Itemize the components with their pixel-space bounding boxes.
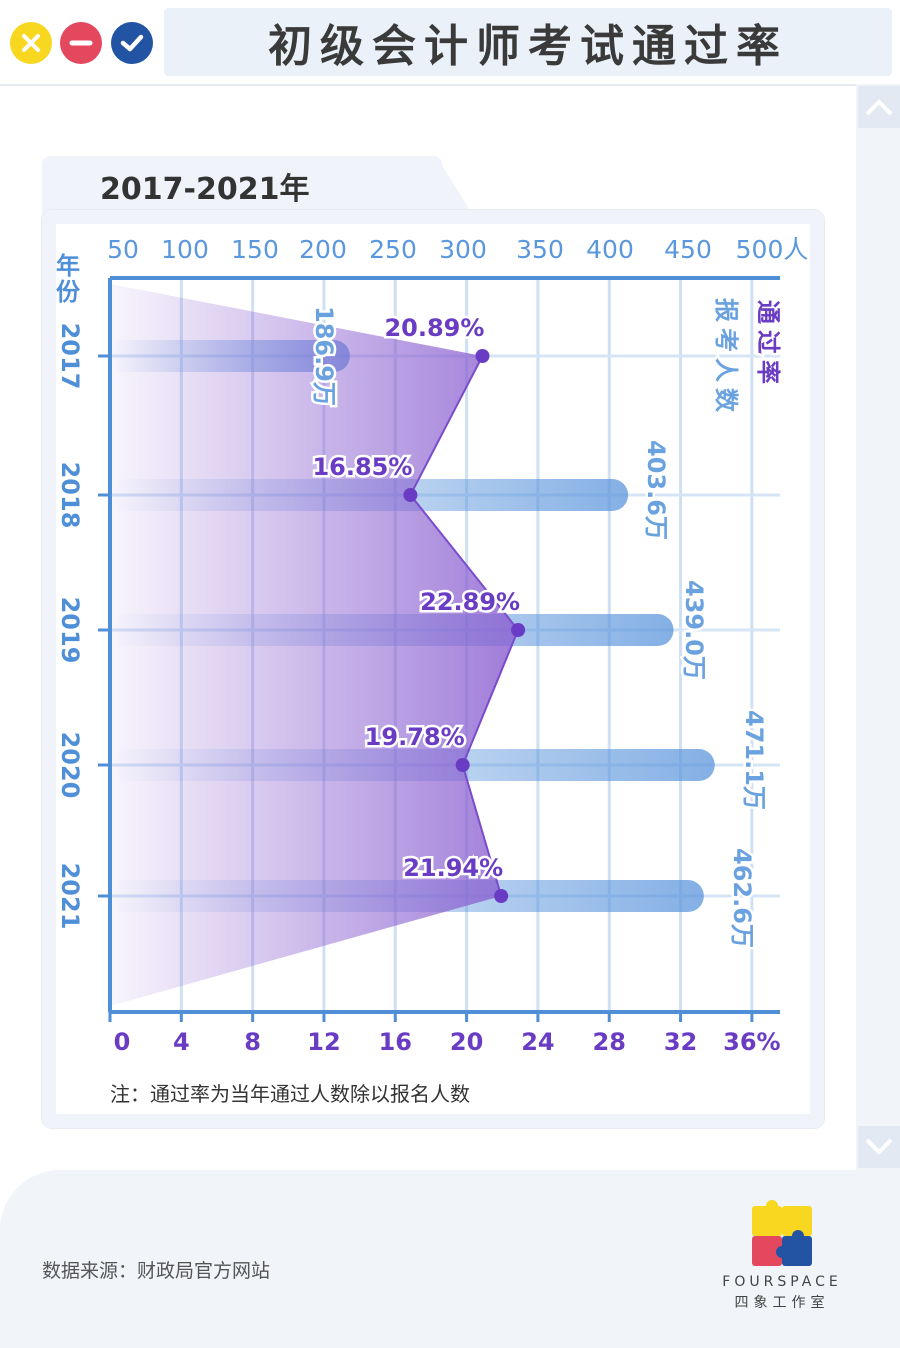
legend-registrants: 考: [712, 328, 740, 352]
scrollbar-track[interactable]: [856, 84, 900, 1170]
pass-rate-point: [403, 488, 418, 502]
pass-rate-label: 21.94%: [403, 854, 503, 882]
scroll-up-icon[interactable]: [858, 86, 900, 128]
top-tick-label: 50: [107, 235, 139, 264]
pass-rate-label: 20.89%: [384, 314, 484, 342]
page-title: 初级会计师考试通过率: [268, 21, 788, 72]
close-icon[interactable]: [10, 22, 52, 64]
title-bar: 初级会计师考试通过率: [0, 0, 900, 86]
registrants-label: 186.9万: [310, 306, 338, 406]
pass-rate-point: [494, 889, 509, 903]
top-tick-label: 400: [586, 235, 634, 264]
minimize-icon[interactable]: [60, 22, 102, 64]
y-axis-label: 份: [56, 278, 81, 306]
chart-subtitle: 2017-2021年: [100, 172, 310, 207]
footer: [0, 1170, 900, 1348]
pass-rate-point: [475, 349, 490, 363]
legend-pass-rate: 过: [754, 330, 782, 354]
registrants-label: 403.6万: [642, 440, 670, 540]
legend-registrants: 人: [712, 358, 740, 382]
year-label: 2021: [56, 863, 84, 930]
fourspace-logo: [752, 1200, 812, 1266]
top-tick-label: 350: [516, 235, 564, 264]
legend-registrants: 报: [712, 298, 740, 322]
bottom-tick-label: 28: [593, 1028, 626, 1056]
check-icon[interactable]: [111, 22, 153, 64]
brand-name: FOURSPACE: [722, 1274, 842, 1290]
top-tick-label: 250: [369, 235, 417, 264]
top-tick-label: 200: [299, 235, 347, 264]
pass-rate-label: 22.89%: [420, 588, 520, 616]
brand-name-cn: 四象工作室: [734, 1295, 830, 1311]
year-label: 2020: [56, 732, 84, 799]
bottom-tick-label: 4: [173, 1028, 190, 1056]
bottom-tick-label: 0: [114, 1028, 131, 1056]
bottom-tick-label: 20: [450, 1028, 483, 1056]
pass-rate-point: [455, 758, 470, 772]
year-label: 2017: [56, 323, 84, 390]
top-tick-label: 500人: [736, 235, 809, 264]
bottom-tick-label: 32: [664, 1028, 697, 1056]
pass-rate-point: [511, 623, 526, 637]
year-label: 2018: [56, 462, 84, 529]
bottom-tick-label: 8: [244, 1028, 261, 1056]
registrants-label: 471.1万: [740, 710, 768, 810]
legend-registrants: 数: [712, 388, 740, 413]
title-box: 初级会计师考试通过率: [164, 8, 892, 76]
bottom-tick-label: 12: [307, 1028, 340, 1056]
legend-pass-rate: 通: [754, 300, 782, 324]
bottom-tick-label: 24: [521, 1028, 554, 1056]
scroll-down-icon[interactable]: [858, 1126, 900, 1168]
legend-pass-rate: 率: [754, 360, 782, 384]
top-tick-label: 150: [231, 235, 279, 264]
top-tick-label: 100: [161, 235, 209, 264]
y-axis-label: 年: [56, 252, 80, 280]
top-tick-label: 450: [664, 235, 712, 264]
bottom-tick-label: 36%: [723, 1028, 780, 1056]
bottom-tick-label: 16: [379, 1028, 412, 1056]
pass-rate-label: 19.78%: [365, 723, 465, 751]
registrants-label: 462.6万: [728, 848, 756, 948]
pass-rate-label: 16.85%: [312, 453, 412, 481]
chart-note: 注：通过率为当年通过人数除以报名人数: [110, 1082, 470, 1106]
year-label: 2019: [56, 597, 84, 664]
data-source: 数据来源：财政局官方网站: [42, 1260, 271, 1282]
registrants-label: 439.0万: [680, 580, 708, 680]
pass-rate-area: [110, 284, 519, 1006]
top-tick-label: 300: [439, 235, 487, 264]
